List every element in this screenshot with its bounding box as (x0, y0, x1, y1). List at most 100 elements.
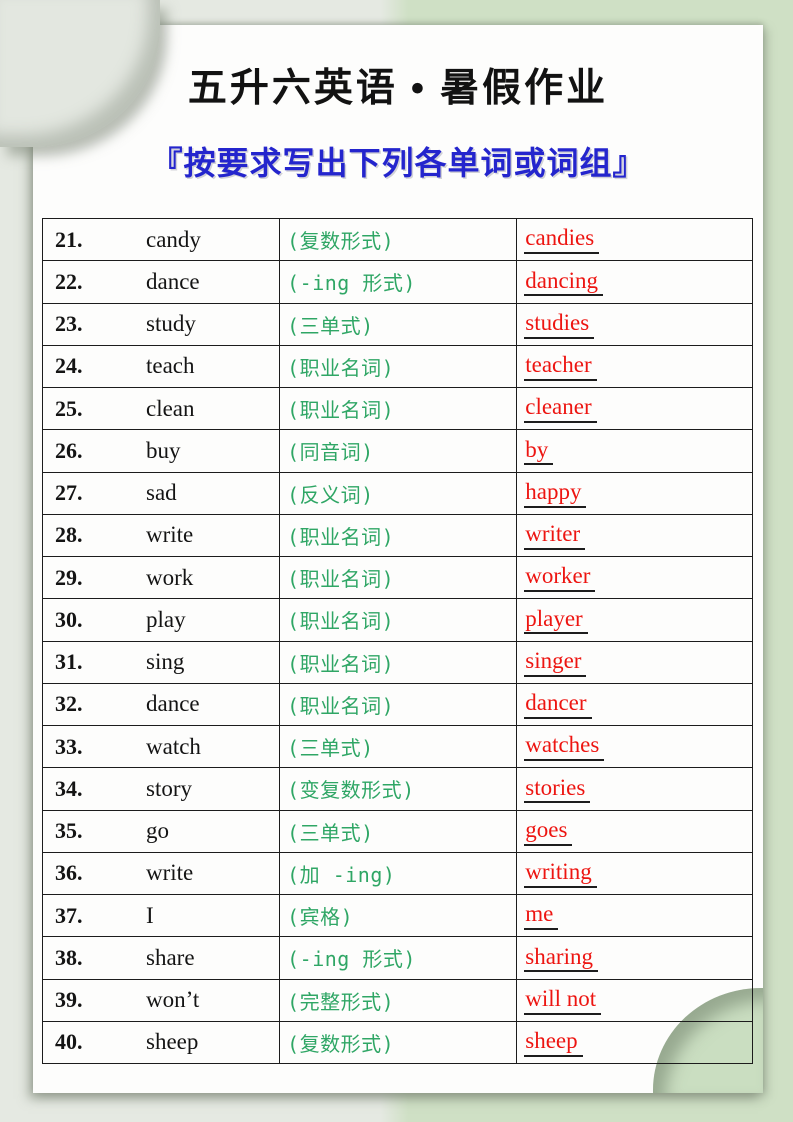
answer-text: teacher (524, 352, 597, 381)
hint-cell: (-ing 形式) (279, 936, 518, 980)
answer-text: worker (524, 563, 596, 592)
answer-text: stories (524, 775, 591, 804)
word-cell: 25. clean (41, 386, 281, 431)
page-subtitle: 『按要求写出下列各单词或词组』 (150, 145, 646, 181)
hint-cell: (职业名词) (279, 598, 518, 642)
answer-cell: by (516, 429, 753, 473)
hint-text: (职业名词) (287, 651, 395, 676)
answer-text: studies (524, 310, 595, 339)
word-cell: 30. play (41, 598, 281, 642)
row-number: 36. (55, 860, 83, 886)
table-row: 29. work (职业名词) worker (41, 555, 753, 600)
hint-text: (三单式) (287, 736, 374, 761)
hint-text: (-ing 形式) (287, 271, 416, 296)
row-number: 23. (55, 311, 83, 337)
answer-text: player (524, 606, 588, 635)
table-row: 35. go (三单式) goes (41, 809, 753, 853)
answer-cell: worker (516, 555, 753, 600)
answer-text: dancer (524, 690, 592, 719)
hint-text: (三单式) (287, 313, 374, 338)
english-word: I (146, 902, 154, 928)
row-number: 33. (55, 733, 83, 759)
row-number: 34. (55, 775, 83, 801)
table-row: 25. clean (职业名词) cleaner (41, 386, 753, 431)
hint-cell: (三单式) (279, 809, 518, 853)
answer-cell: watches (516, 724, 753, 769)
english-word: play (146, 606, 186, 632)
table-row: 38. share (-ing 形式) sharing (41, 936, 753, 980)
hint-text: (三单式) (287, 820, 374, 845)
hint-text: (职业名词) (287, 609, 395, 634)
answer-cell: studies (516, 302, 753, 346)
word-cell: 36. write (41, 851, 281, 896)
table-row: 22. dance (-ing 形式) dancing (41, 260, 753, 304)
word-cell: 37. I (41, 893, 281, 938)
table-row: 27. sad (反义词) happy (41, 471, 753, 515)
answer-cell: dancing (516, 260, 753, 304)
hint-cell: (职业名词) (279, 555, 518, 600)
word-cell: 35. go (41, 809, 281, 853)
word-cell: 21. candy (41, 217, 281, 262)
row-number: 24. (55, 353, 83, 379)
hint-cell: (三单式) (279, 302, 518, 346)
word-cell: 27. sad (41, 471, 281, 515)
answer-cell: singer (516, 640, 753, 684)
english-word: clean (146, 395, 195, 421)
row-number: 37. (55, 902, 83, 928)
answer-text: goes (524, 817, 573, 846)
table-row: 36. write (加 -ing) writing (41, 851, 753, 896)
answer-text: sharing (524, 944, 598, 973)
hint-text: (复数形式) (287, 1031, 395, 1056)
english-word: sad (146, 480, 177, 506)
hint-text: (同音词) (287, 440, 374, 465)
table-row: 32. dance (职业名词) dancer (41, 682, 753, 727)
worksheet-table: 21. candy (复数形式) candies 22. dance (-ing 形… (41, 217, 753, 1065)
answer-cell: candies (516, 217, 753, 262)
table-row: 37. I (宾格) me (41, 893, 753, 938)
answer-cell: dancer (516, 682, 753, 727)
row-number: 38. (55, 944, 83, 970)
row-number: 35. (55, 818, 83, 844)
hint-cell: (职业名词) (279, 682, 518, 727)
hint-text: (职业名词) (287, 524, 395, 549)
word-cell: 34. story (41, 767, 281, 811)
english-word: dance (146, 268, 200, 294)
answer-text: watches (524, 732, 605, 761)
answer-text: me (524, 901, 559, 930)
word-cell: 28. write (41, 513, 281, 558)
answer-cell: sharing (516, 936, 753, 980)
answer-text: by (524, 437, 554, 466)
word-cell: 40. sheep (41, 1020, 281, 1065)
hint-cell: (反义词) (279, 471, 518, 515)
row-number: 26. (55, 437, 83, 463)
row-number: 29. (55, 564, 83, 590)
hint-cell: (职业名词) (279, 640, 518, 684)
row-number: 30. (55, 606, 83, 632)
row-number: 25. (55, 395, 83, 421)
answer-cell: sheep (516, 1020, 753, 1065)
row-number: 40. (55, 1029, 83, 1055)
table-row: 23. study (三单式) studies (41, 302, 753, 346)
hint-cell: (职业名词) (279, 344, 518, 389)
table-row: 21. candy (复数形式) candies (41, 217, 753, 262)
table-row: 31. sing (职业名词) singer (41, 640, 753, 684)
answer-cell: player (516, 598, 753, 642)
answer-cell: writer (516, 513, 753, 558)
table-row: 34. story (变复数形式) stories (41, 767, 753, 811)
english-word: write (146, 522, 194, 548)
hint-cell: (完整形式) (279, 978, 518, 1022)
hint-text: (职业名词) (287, 398, 395, 423)
answer-text: sheep (524, 1028, 583, 1057)
table-row: 24. teach (职业名词) teacher (41, 344, 753, 389)
answer-cell: writing (516, 851, 753, 896)
word-cell: 24. teach (41, 344, 281, 389)
english-word: candy (146, 226, 201, 252)
table-row: 33. watch (三单式) watches (41, 724, 753, 769)
word-cell: 31. sing (41, 640, 281, 684)
english-word: study (146, 311, 196, 337)
hint-cell: (同音词) (279, 429, 518, 473)
english-word: sheep (146, 1029, 199, 1055)
word-cell: 29. work (41, 555, 281, 600)
row-number: 22. (55, 268, 83, 294)
